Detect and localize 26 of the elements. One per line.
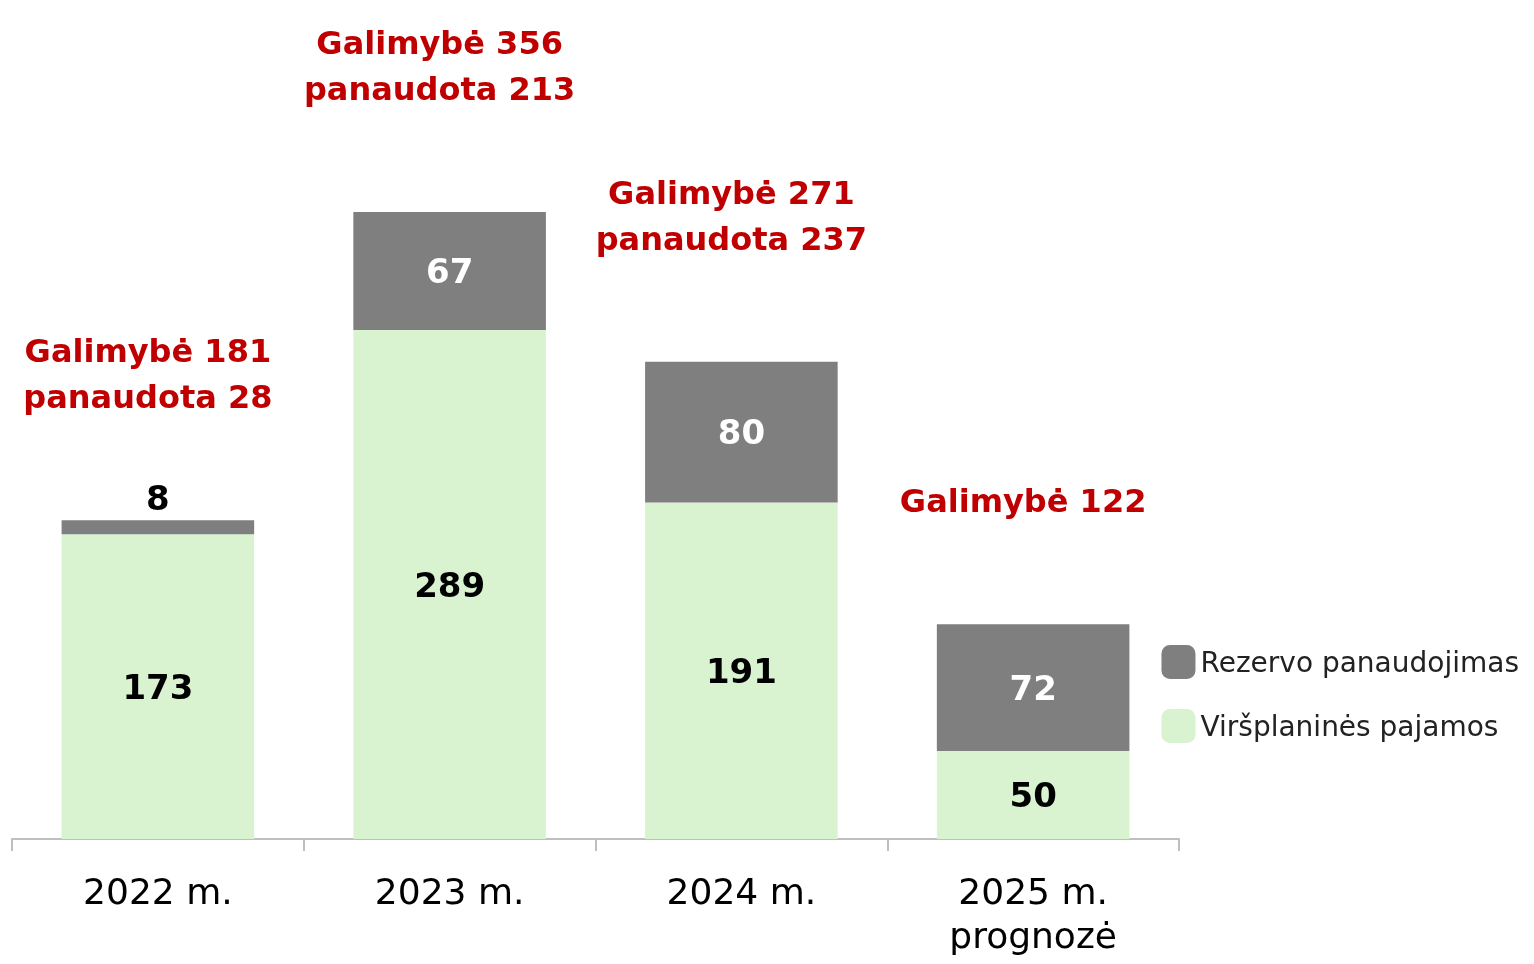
x-tick-label: 2023 m. [374, 870, 525, 912]
bar [645, 361, 838, 503]
annotation: Galimybė 122 [899, 482, 1147, 521]
annotation: Galimybė 181 panaudota 28 [23, 332, 273, 417]
data-label: 50 [1009, 774, 1057, 815]
x-tick-label: 2022 m. [83, 870, 233, 912]
bar [936, 624, 1130, 751]
data-label: 191 [705, 650, 777, 691]
legend-label: Rezervo panaudojimas [1200, 645, 1519, 679]
data-label: 289 [414, 564, 486, 605]
data-label: 8 [146, 478, 170, 519]
data-label: 67 [425, 251, 474, 291]
bar [936, 750, 1130, 839]
bar [61, 520, 255, 535]
legend-label: Viršplaninės pajamos [1200, 709, 1499, 743]
data-label: 72 [1009, 667, 1057, 708]
bar [353, 212, 546, 330]
data-label: 80 [717, 412, 766, 453]
x-tick-label: 2025 m. prognozė [949, 870, 1117, 956]
data-label: 173 [122, 666, 194, 707]
text: Galimybė 356 panaudota 213 [303, 24, 576, 108]
bar [61, 534, 255, 839]
bar [645, 502, 838, 839]
annotation: Galimybė 271 panaudota 237 [595, 173, 868, 258]
bar [353, 330, 546, 839]
x-tick-label: 2024 m. [666, 870, 817, 912]
